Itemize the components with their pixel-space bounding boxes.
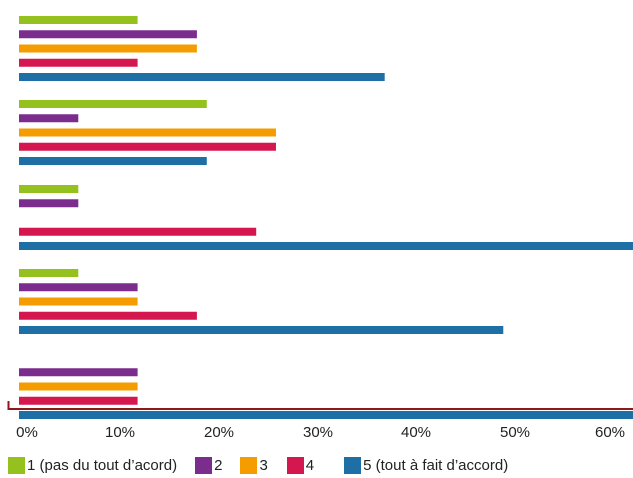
legend-swatch	[286, 456, 304, 474]
legend-label: 1 (pas du tout d’acord)	[27, 456, 178, 474]
legend-item: 1 (pas du tout d’acord)	[8, 456, 178, 474]
bar-group-4-series-1	[19, 269, 79, 277]
x-tick-label: 50%	[500, 424, 530, 441]
bar-group-2-series-1	[19, 100, 207, 108]
bar-group-1-series-4	[19, 58, 138, 67]
legend-swatch	[8, 456, 25, 474]
bar-group-3-series-4	[19, 227, 257, 236]
x-tick-labels: 0% 10% 20% 30% 40% 50% 60%	[16, 424, 625, 441]
bar-group-4-series-5	[19, 326, 504, 334]
bar-group-1-series-1	[19, 16, 138, 24]
bar-group-3-series-5	[19, 242, 633, 250]
x-axis-line	[7, 401, 633, 410]
legend-swatch	[240, 456, 258, 474]
bar-group-5-series-2	[19, 368, 138, 377]
bar-group-5-series-3	[19, 382, 138, 391]
legend-label: 3	[259, 456, 268, 474]
legend-item: 3	[240, 456, 268, 474]
x-tick-label: 20%	[204, 424, 234, 441]
legend-swatch	[344, 456, 362, 474]
legend-item: 4	[286, 456, 315, 474]
x-tick-label: 40%	[401, 424, 431, 441]
bar-group-2-series-3	[19, 128, 276, 137]
bar-group-1-series-3	[19, 44, 197, 53]
bar-group-5-series-4	[19, 396, 138, 405]
x-tick-label: 0%	[16, 424, 38, 441]
bar-group-2-series-5	[19, 157, 207, 165]
bar-group-2-series-4	[19, 142, 276, 151]
bar-group-4-series-4	[19, 311, 197, 320]
bar-group-1-series-5	[19, 73, 385, 81]
x-axis	[7, 401, 633, 410]
legend-swatch	[195, 456, 213, 474]
bar-group-3-series-1	[19, 185, 79, 193]
x-tick-label: 10%	[105, 424, 135, 441]
bar-group-1-series-2	[19, 30, 197, 39]
legend-label: 4	[305, 456, 315, 474]
legend-label: 5 (tout à fait d’accord)	[363, 456, 509, 474]
x-tick-label: 30%	[303, 424, 333, 441]
legend: 1 (pas du tout d’acord) 2 3 4 5 (tout à fait…	[8, 455, 508, 475]
bars-layer	[19, 16, 633, 419]
bar-group-3-series-2	[19, 199, 79, 208]
bar-group-5-series-5	[19, 411, 633, 419]
legend-label: 2	[214, 456, 223, 474]
bar-group-2-series-2	[19, 114, 79, 123]
legend-item: 5 (tout à fait d’accord)	[344, 456, 509, 474]
x-tick-label: 60%	[595, 424, 625, 441]
bar-group-4-series-2	[19, 283, 138, 292]
bar-group-4-series-3	[19, 297, 138, 306]
legend-item: 2	[195, 456, 223, 474]
